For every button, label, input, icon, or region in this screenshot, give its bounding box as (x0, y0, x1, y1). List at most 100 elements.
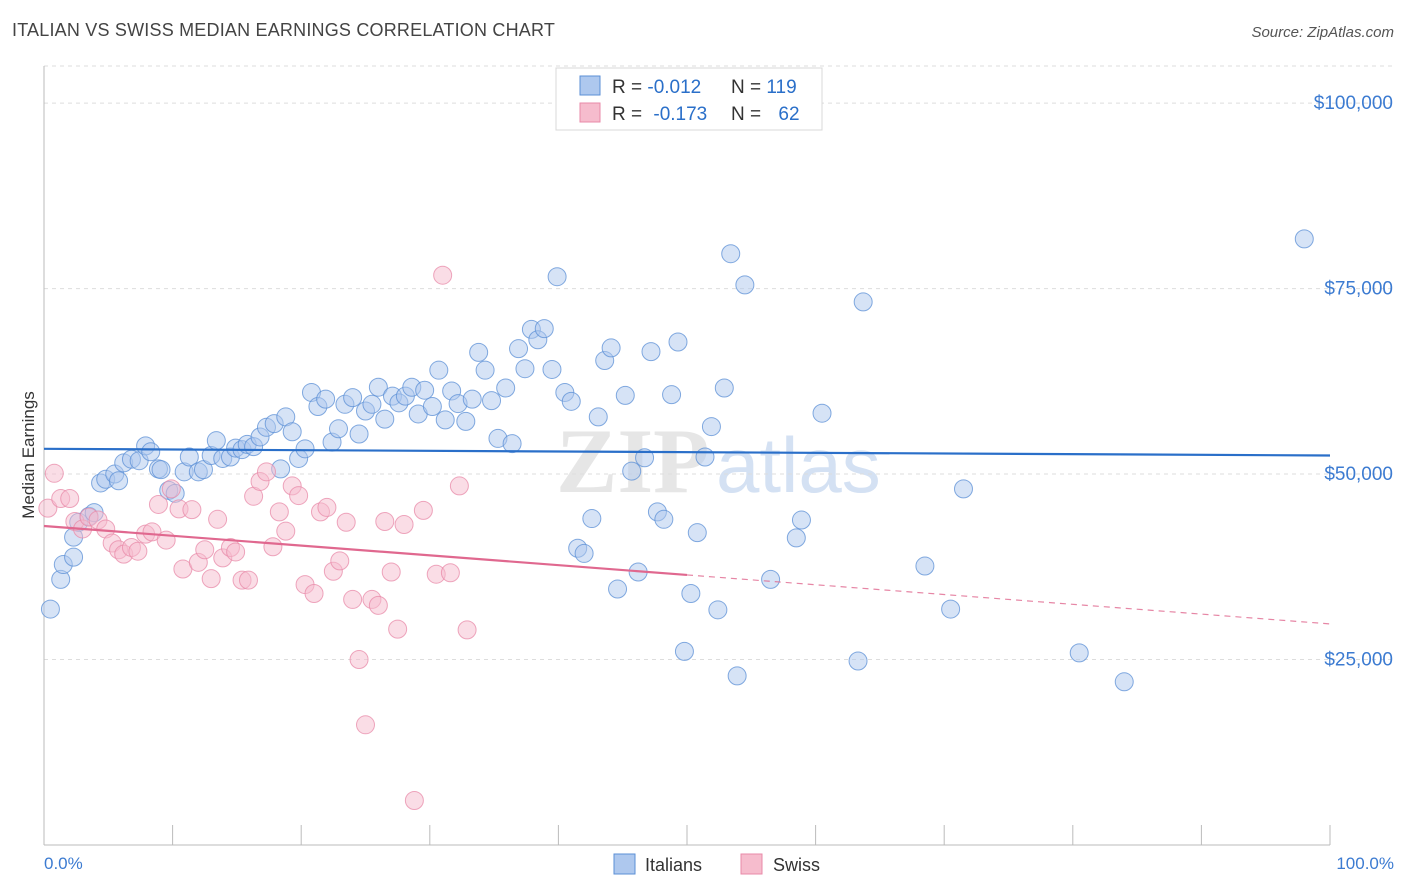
y-axis-title: Median Earnings (19, 391, 38, 519)
point-italians (151, 460, 171, 480)
point-italians (812, 403, 832, 423)
point-italians (375, 409, 395, 429)
point-italians (588, 407, 608, 427)
point-swiss (182, 500, 202, 520)
point-italians (701, 417, 721, 437)
point-swiss (457, 620, 477, 640)
legend-swatch-italians (579, 75, 601, 96)
point-italians (1294, 229, 1314, 249)
point-italians (295, 439, 315, 459)
trend-line-swiss-extension (686, 574, 1331, 625)
legend-r-label-swiss: R = (612, 104, 647, 125)
chart-title: ITALIAN VS SWISS MEDIAN EARNINGS CORRELA… (12, 20, 556, 40)
point-italians (542, 359, 562, 379)
point-italians (456, 411, 476, 431)
point-italians (791, 510, 811, 530)
point-italians (695, 447, 715, 467)
point-swiss (201, 569, 221, 589)
point-swiss (263, 537, 283, 557)
point-italians (206, 431, 226, 451)
point-italians (422, 397, 442, 417)
point-swiss (343, 589, 363, 609)
point-italians (848, 651, 868, 671)
point-swiss (336, 512, 356, 532)
point-swiss (381, 562, 401, 582)
point-italians (615, 385, 635, 405)
legend-r-label-italians: R = (612, 77, 647, 98)
series-italians-points (40, 229, 1314, 692)
point-italians (601, 338, 621, 358)
axes (43, 66, 1331, 846)
point-italians (622, 461, 642, 481)
point-italians (735, 275, 755, 295)
point-italians (674, 641, 694, 661)
svg-text:N = 62: N = 62 (731, 104, 800, 125)
point-italians (343, 388, 363, 408)
legend-n-label-swiss: N = (731, 104, 766, 125)
point-italians (496, 378, 516, 398)
point-swiss (142, 522, 162, 542)
point-italians (429, 360, 449, 380)
legend-bottom-label-italians: Italians (645, 855, 702, 875)
legend-bottom: Italians Swiss (613, 853, 820, 875)
y-tick-labels: $25,000 $50,000 $75,000 $100,000 (1314, 93, 1393, 670)
trend-line-swiss (43, 524, 688, 577)
y-tick-label: $75,000 (1324, 279, 1393, 300)
point-swiss (449, 476, 469, 496)
y-tick-label: $50,000 (1324, 464, 1393, 485)
point-swiss (349, 650, 369, 670)
point-italians (941, 599, 961, 619)
point-swiss (44, 463, 64, 483)
point-italians (179, 447, 199, 467)
point-italians (515, 359, 535, 379)
point-italians (953, 479, 973, 499)
point-swiss (368, 595, 388, 615)
legend-swatch-swiss (579, 102, 601, 123)
point-italians (668, 332, 688, 352)
legend-n-value-italians: 119 (766, 77, 796, 98)
source-label: Source: ZipAtlas.com (1251, 24, 1394, 41)
point-italians (561, 391, 581, 411)
point-italians (328, 419, 348, 439)
trend-lines (43, 447, 1331, 625)
point-italians (282, 422, 302, 442)
watermark-atlas: atlas (716, 421, 881, 509)
point-italians (362, 394, 382, 414)
point-italians (502, 434, 522, 454)
point-italians (64, 547, 84, 567)
legend-n-label-italians: N = (731, 77, 766, 98)
svg-text:N = 119: N = 119 (731, 77, 797, 98)
point-swiss (388, 619, 408, 639)
point-swiss (208, 509, 228, 529)
point-italians (714, 378, 734, 398)
legend-bottom-swatch-italians (613, 853, 636, 875)
point-swiss (161, 479, 181, 499)
point-swiss (148, 494, 168, 514)
point-italians (415, 380, 435, 400)
y-tick-label: $25,000 (1324, 650, 1393, 671)
point-italians (574, 543, 594, 563)
point-italians (469, 342, 489, 362)
point-swiss (128, 541, 148, 561)
point-swiss (330, 551, 350, 571)
point-swiss (404, 790, 424, 810)
point-italians (40, 599, 60, 619)
point-italians (547, 267, 567, 287)
point-italians (654, 509, 674, 529)
point-italians (708, 600, 728, 620)
point-italians (608, 579, 628, 599)
legend-bottom-swatch-swiss (740, 853, 763, 875)
point-italians (582, 509, 602, 529)
point-swiss (256, 462, 276, 482)
point-swiss (317, 497, 337, 517)
point-italians (1069, 643, 1089, 663)
point-italians (727, 666, 747, 686)
point-swiss (440, 563, 460, 583)
point-italians (853, 292, 873, 312)
point-swiss (375, 512, 395, 532)
point-italians (761, 569, 781, 589)
point-italians (141, 442, 161, 462)
watermark-zip: ZIP (556, 410, 709, 512)
point-swiss (289, 486, 309, 506)
point-swiss (238, 570, 258, 590)
